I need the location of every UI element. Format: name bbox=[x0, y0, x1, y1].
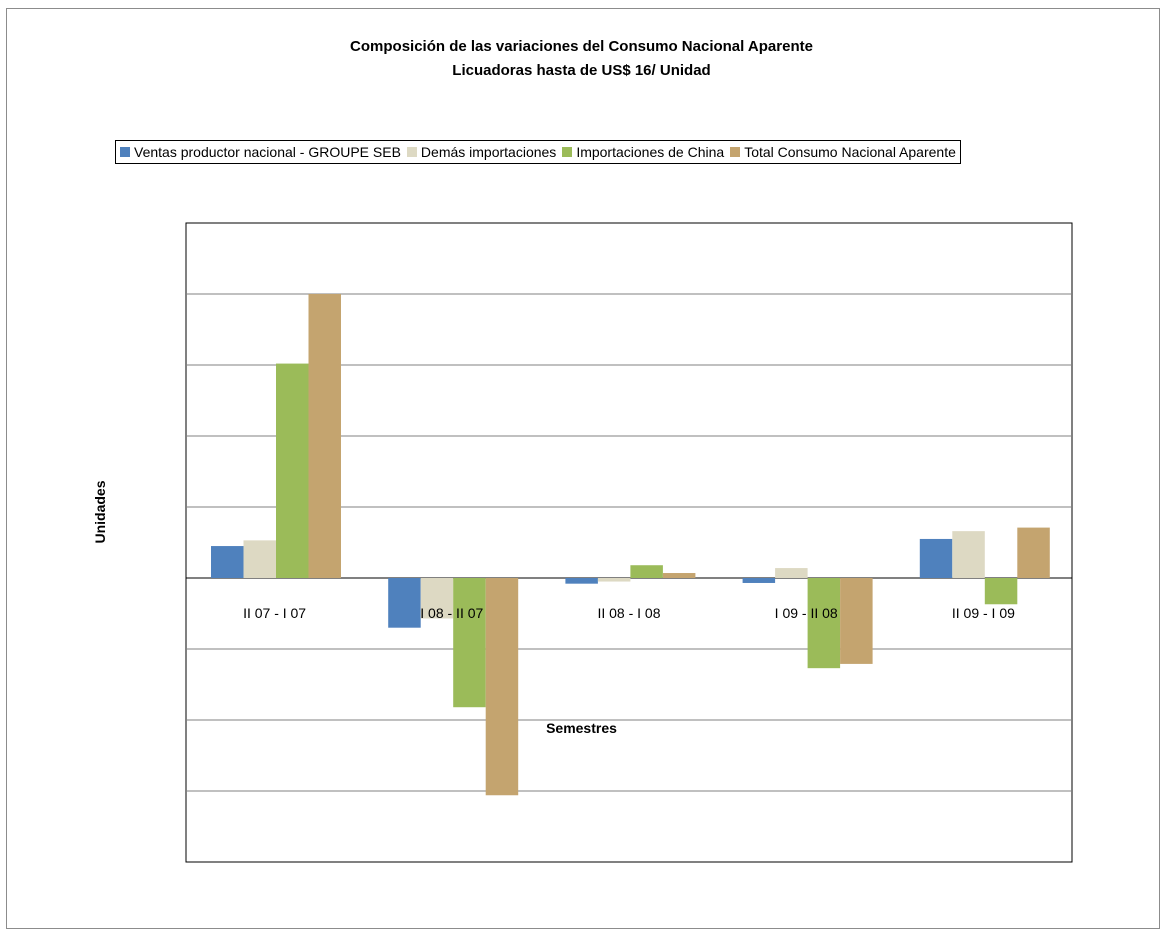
legend-label: Demás importaciones bbox=[420, 144, 557, 160]
bar bbox=[211, 546, 244, 578]
legend-item-total-consumo: Total Consumo Nacional Aparente bbox=[730, 144, 956, 160]
bar bbox=[453, 578, 486, 708]
legend-swatch bbox=[730, 147, 741, 157]
legend-item-demas-importaciones: Demás importaciones bbox=[406, 144, 557, 160]
bar bbox=[984, 578, 1018, 605]
bar bbox=[276, 363, 309, 578]
bar bbox=[565, 578, 598, 584]
bar bbox=[597, 578, 631, 582]
legend-label: Importaciones de China bbox=[576, 144, 725, 160]
legend-swatch bbox=[562, 147, 573, 157]
chart-subtitle: Licuadoras hasta de US$ 16/ Unidad bbox=[452, 62, 711, 79]
bar bbox=[742, 578, 776, 583]
legend-swatch bbox=[120, 147, 130, 157]
bar bbox=[243, 540, 276, 578]
x-tick-label: II 09 - I 09 bbox=[952, 605, 1015, 621]
x-tick-label: II 07 - I 07 bbox=[243, 605, 306, 621]
bar bbox=[308, 294, 341, 578]
chart-frame bbox=[6, 8, 1160, 929]
legend-item-ventas-productor-nacional: Ventas productor nacional - GROUPE SEB bbox=[120, 144, 401, 160]
bar bbox=[662, 573, 696, 578]
legend-label: Ventas productor nacional - GROUPE SEB bbox=[134, 144, 401, 160]
bar bbox=[775, 568, 808, 578]
bar bbox=[807, 578, 841, 669]
bar bbox=[485, 578, 519, 796]
x-axis-title: Semestres bbox=[546, 720, 617, 736]
x-tick-label: II 08 - I 08 bbox=[597, 605, 660, 621]
legend-label: Total Consumo Nacional Aparente bbox=[744, 144, 956, 160]
bar bbox=[1017, 527, 1050, 578]
legend-swatch bbox=[406, 147, 417, 157]
x-tick-label: I 08 - II 07 bbox=[420, 605, 483, 621]
bar bbox=[919, 538, 953, 578]
chart-title: Composición de las variaciones del Consu… bbox=[350, 38, 813, 55]
bar bbox=[630, 565, 663, 578]
chart-legend: Ventas productor nacional - GROUPE SEB D… bbox=[115, 140, 961, 164]
bar bbox=[952, 531, 985, 578]
legend-item-importaciones-china: Importaciones de China bbox=[562, 144, 724, 160]
bar bbox=[388, 578, 421, 628]
bar bbox=[840, 578, 873, 664]
plot-area bbox=[185, 222, 1073, 863]
y-axis-title: Unidades bbox=[92, 480, 108, 544]
x-tick-label: I 09 - II 08 bbox=[775, 605, 838, 621]
bar bbox=[420, 578, 454, 619]
